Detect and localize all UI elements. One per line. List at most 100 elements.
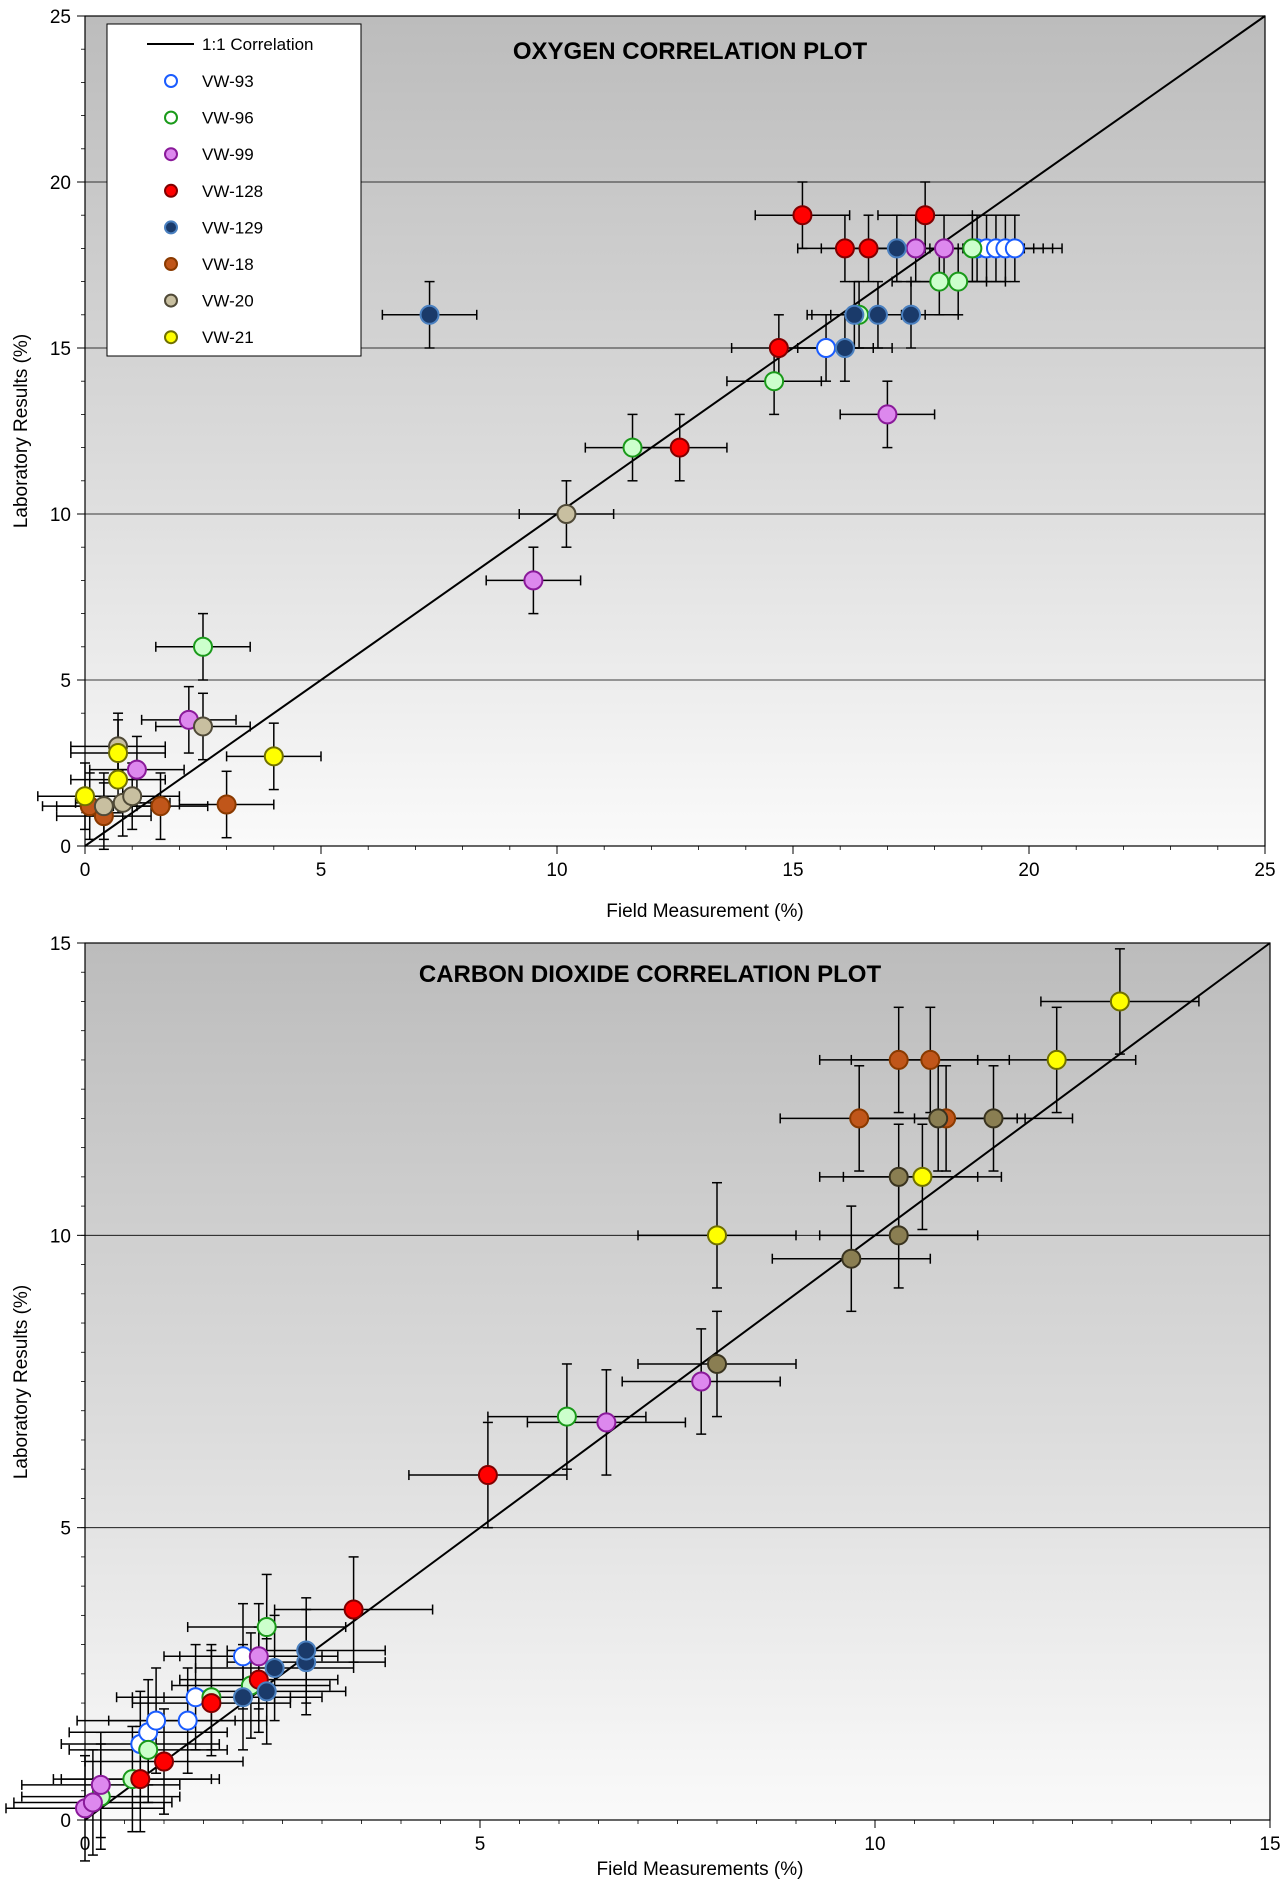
co2-data-point bbox=[264, 1657, 285, 1678]
oxygen-x-tick-label: 10 bbox=[546, 860, 567, 881]
legend-marker bbox=[164, 293, 178, 308]
legend-label: VW-93 bbox=[202, 72, 254, 91]
oxygen-data-point bbox=[150, 796, 171, 817]
co2-data-point bbox=[928, 1108, 949, 1129]
oxygen-data-point bbox=[886, 238, 907, 259]
oxygen-data-point bbox=[834, 238, 855, 259]
co2-data-point bbox=[888, 1225, 909, 1246]
oxygen-data-point bbox=[216, 794, 237, 815]
carbon-dioxide-chart: 051015051015 CARBON DIOXIDE CORRELATION … bbox=[5, 934, 1281, 1880]
oxygen-data-point bbox=[126, 759, 147, 780]
co2-y-tick-label: 15 bbox=[50, 934, 71, 955]
legend-box bbox=[106, 23, 362, 357]
oxygen-x-tick-label: 5 bbox=[316, 860, 327, 881]
oxygen-data-point bbox=[844, 304, 865, 325]
co2-data-point bbox=[888, 1049, 909, 1070]
oxygen-data-point bbox=[867, 304, 888, 325]
oxygen-data-point bbox=[905, 238, 926, 259]
oxygen-data-point bbox=[915, 205, 936, 226]
legend: 1:1 Correlation VW-93 VW-96 VW-99 VW-128 VW-… bbox=[106, 23, 362, 357]
co2-x-tick-label: 5 bbox=[475, 1834, 486, 1855]
oxygen-data-point bbox=[75, 786, 95, 807]
legend-marker bbox=[164, 257, 178, 271]
oxygen-data-point bbox=[93, 796, 114, 817]
co2-data-point bbox=[130, 1769, 151, 1790]
co2-x-axis-label: Field Measurements (%) bbox=[597, 1859, 804, 1880]
oxygen-data-point bbox=[768, 338, 789, 358]
oxygen-data-point bbox=[1004, 238, 1025, 259]
co2-y-tick-label: 10 bbox=[50, 1226, 71, 1247]
co2-y-tick-label: 5 bbox=[60, 1519, 71, 1540]
oxygen-data-point bbox=[764, 371, 785, 392]
co2-y-axis-label: Laboratory Results (%) bbox=[11, 1285, 32, 1479]
oxygen-data-point bbox=[858, 238, 879, 259]
legend-marker bbox=[164, 110, 178, 125]
oxygen-data-point bbox=[834, 338, 855, 358]
co2-x-tick-label: 15 bbox=[1259, 1834, 1280, 1855]
oxygen-y-axis-label: Laboratory Results (%) bbox=[11, 334, 32, 528]
co2-data-point bbox=[920, 1049, 941, 1070]
legend-label: VW-18 bbox=[202, 255, 254, 274]
co2-data-point bbox=[849, 1108, 870, 1129]
oxygen-y-tick-label: 0 bbox=[60, 837, 71, 858]
oxygen-data-point bbox=[556, 504, 577, 524]
co2-data-point bbox=[477, 1465, 498, 1486]
oxygen-chart-title: OXYGEN CORRELATION PLOT bbox=[513, 38, 868, 65]
oxygen-data-point bbox=[419, 304, 440, 325]
oxygen-chart: 0 5 10 15 20 25 0 5 10 15 20 25 OXYGEN CORRELATION … bbox=[11, 7, 1276, 922]
oxygen-x-axis-label: Field Measurement (%) bbox=[606, 901, 803, 922]
legend-label-correlation: 1:1 Correlation bbox=[202, 35, 314, 54]
legend-label: VW-96 bbox=[202, 109, 254, 128]
co2-data-point bbox=[343, 1599, 364, 1620]
oxygen-data-point bbox=[929, 271, 950, 292]
oxygen-x-tick-label: 15 bbox=[782, 860, 803, 881]
oxygen-x-tick-label: 0 bbox=[80, 860, 91, 881]
oxygen-x-tick-label: 20 bbox=[1018, 860, 1039, 881]
co2-data-point bbox=[691, 1371, 712, 1392]
co2-data-point bbox=[82, 1792, 103, 1813]
legend-label: VW-129 bbox=[202, 218, 263, 237]
co2-data-point bbox=[248, 1646, 269, 1667]
oxygen-data-point bbox=[816, 338, 837, 358]
legend-label: VW-21 bbox=[202, 328, 254, 347]
co2-data-point bbox=[707, 1353, 727, 1374]
legend-label: VW-128 bbox=[202, 182, 263, 201]
oxygen-data-point bbox=[901, 304, 921, 325]
oxygen-data-point bbox=[669, 437, 690, 458]
co2-data-point bbox=[912, 1166, 933, 1187]
oxygen-y-tick-label: 20 bbox=[50, 173, 71, 194]
legend-marker bbox=[164, 330, 178, 345]
co2-data-point bbox=[707, 1225, 727, 1246]
co2-data-point bbox=[841, 1248, 862, 1269]
co2-data-point bbox=[177, 1710, 198, 1731]
oxygen-y-tick-label: 25 bbox=[50, 7, 71, 28]
oxygen-reference-line bbox=[84, 15, 1266, 847]
oxygen-data-point bbox=[523, 570, 544, 591]
co2-data-point bbox=[296, 1640, 317, 1661]
co2-data-point bbox=[556, 1406, 577, 1427]
oxygen-data-point bbox=[962, 238, 983, 259]
legend-label: VW-20 bbox=[202, 292, 254, 311]
co2-data-point bbox=[1046, 1049, 1067, 1070]
oxygen-y-tick-label: 5 bbox=[60, 671, 71, 692]
oxygen-data-point bbox=[108, 769, 129, 790]
oxygen-data-point bbox=[263, 746, 284, 767]
co2-data-point bbox=[256, 1617, 277, 1638]
oxygen-data-point bbox=[108, 743, 129, 764]
oxygen-x-tick-label: 25 bbox=[1254, 860, 1275, 881]
co2-data-point bbox=[154, 1751, 174, 1772]
co2-data-point bbox=[256, 1681, 277, 1702]
co2-data-point bbox=[201, 1693, 222, 1714]
co2-chart-title: CARBON DIOXIDE CORRELATION PLOT bbox=[419, 961, 882, 988]
legend-marker bbox=[164, 147, 178, 162]
oxygen-data-point bbox=[792, 205, 813, 226]
legend-marker bbox=[164, 74, 178, 88]
co2-data-point bbox=[983, 1108, 1004, 1129]
oxygen-y-tick-label: 10 bbox=[50, 505, 71, 526]
oxygen-data-point bbox=[877, 404, 898, 425]
oxygen-y-tick-label: 15 bbox=[50, 339, 71, 360]
co2-data-point bbox=[138, 1739, 159, 1760]
legend-marker bbox=[164, 183, 178, 198]
co2-data-point bbox=[146, 1710, 167, 1731]
